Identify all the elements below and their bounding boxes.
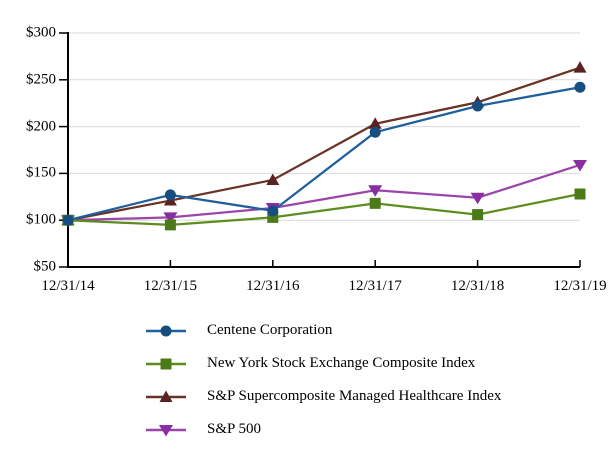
x-axis-tick-label: 12/31/14 <box>41 278 95 294</box>
data-point-marker-new-york-stock-exchange-composite-index <box>472 209 484 221</box>
data-point-marker-centene-corporation <box>267 205 279 217</box>
data-point-marker-new-york-stock-exchange-composite-index <box>164 219 176 231</box>
data-point-marker-new-york-stock-exchange-composite-index <box>574 188 586 200</box>
data-point-marker-centene-corporation <box>164 189 176 201</box>
y-axis-tick-label: $200 <box>26 118 56 135</box>
legend-label: S&P Supercomposite Managed Healthcare In… <box>207 388 502 404</box>
data-point-marker-s-p-supercomposite-managed-healthcare-index <box>266 173 280 185</box>
data-point-marker-centene-corporation <box>369 126 381 138</box>
x-axis-tick-label: 12/31/18 <box>450 278 505 294</box>
legend-item-centene-corporation: Centene Corporation <box>146 314 501 347</box>
x-axis-tick-label: 12/31/15 <box>143 278 198 294</box>
legend-marker-glyph <box>160 358 172 369</box>
series-line-s-p-supercomposite-managed-healthcare-index <box>67 66 581 222</box>
x-axis-tick-label: 12/31/19 <box>553 278 607 294</box>
triangle-up-marker-icon <box>146 390 186 402</box>
x-axis-tick-label: 12/31/17 <box>348 278 402 294</box>
data-point-marker-s-p-500 <box>573 159 587 172</box>
y-axis-tick-label: $100 <box>26 211 56 228</box>
y-axis-tick-label: $150 <box>26 164 56 181</box>
legend-marker-glyph <box>160 325 172 336</box>
legend-item-new-york-stock-exchange-composite-index: New York Stock Exchange Composite Index <box>146 347 501 380</box>
data-point-marker-new-york-stock-exchange-composite-index <box>369 197 381 209</box>
legend-marker-glyph <box>159 390 173 402</box>
series-line-new-york-stock-exchange-composite-index <box>67 192 581 227</box>
legend-marker-glyph <box>159 424 173 436</box>
y-axis-tick-label: $250 <box>26 71 56 88</box>
plot-area <box>59 32 587 268</box>
legend-label: Centene Corporation <box>207 322 333 338</box>
data-point-marker-new-york-stock-exchange-composite-index <box>267 211 279 223</box>
triangle-down-marker-icon <box>146 424 186 436</box>
legend-label: New York Stock Exchange Composite Index <box>207 355 476 371</box>
square-marker-icon <box>146 358 186 369</box>
data-point-marker-s-p-500 <box>163 212 178 224</box>
legend-item-s-p-supercomposite-managed-healthcare-index: S&P Supercomposite Managed Healthcare In… <box>146 380 501 413</box>
y-axis-tick-label: $50 <box>33 258 57 275</box>
chart-legend: Centene Corporation New York Stock Exchan… <box>146 314 501 446</box>
data-point-marker-s-p-supercomposite-managed-healthcare-index <box>368 117 382 129</box>
data-point-marker-s-p-supercomposite-managed-healthcare-index <box>573 61 587 73</box>
circle-marker-icon <box>146 325 186 336</box>
data-point-marker-centene-corporation <box>472 100 484 112</box>
legend-item-s-p-500: S&P 500 <box>146 413 501 446</box>
x-axis-tick-label: 12/31/16 <box>246 278 300 294</box>
data-point-marker-centene-corporation <box>574 81 586 93</box>
data-point-marker-s-p-500 <box>368 185 383 197</box>
y-axis-tick-label: $300 <box>26 24 56 41</box>
data-point-marker-s-p-500 <box>470 192 485 205</box>
legend-label: S&P 500 <box>207 421 262 437</box>
data-point-marker-centene-corporation <box>62 214 74 226</box>
series-line-centene-corporation <box>67 86 581 222</box>
series-line-s-p-500 <box>67 163 581 222</box>
